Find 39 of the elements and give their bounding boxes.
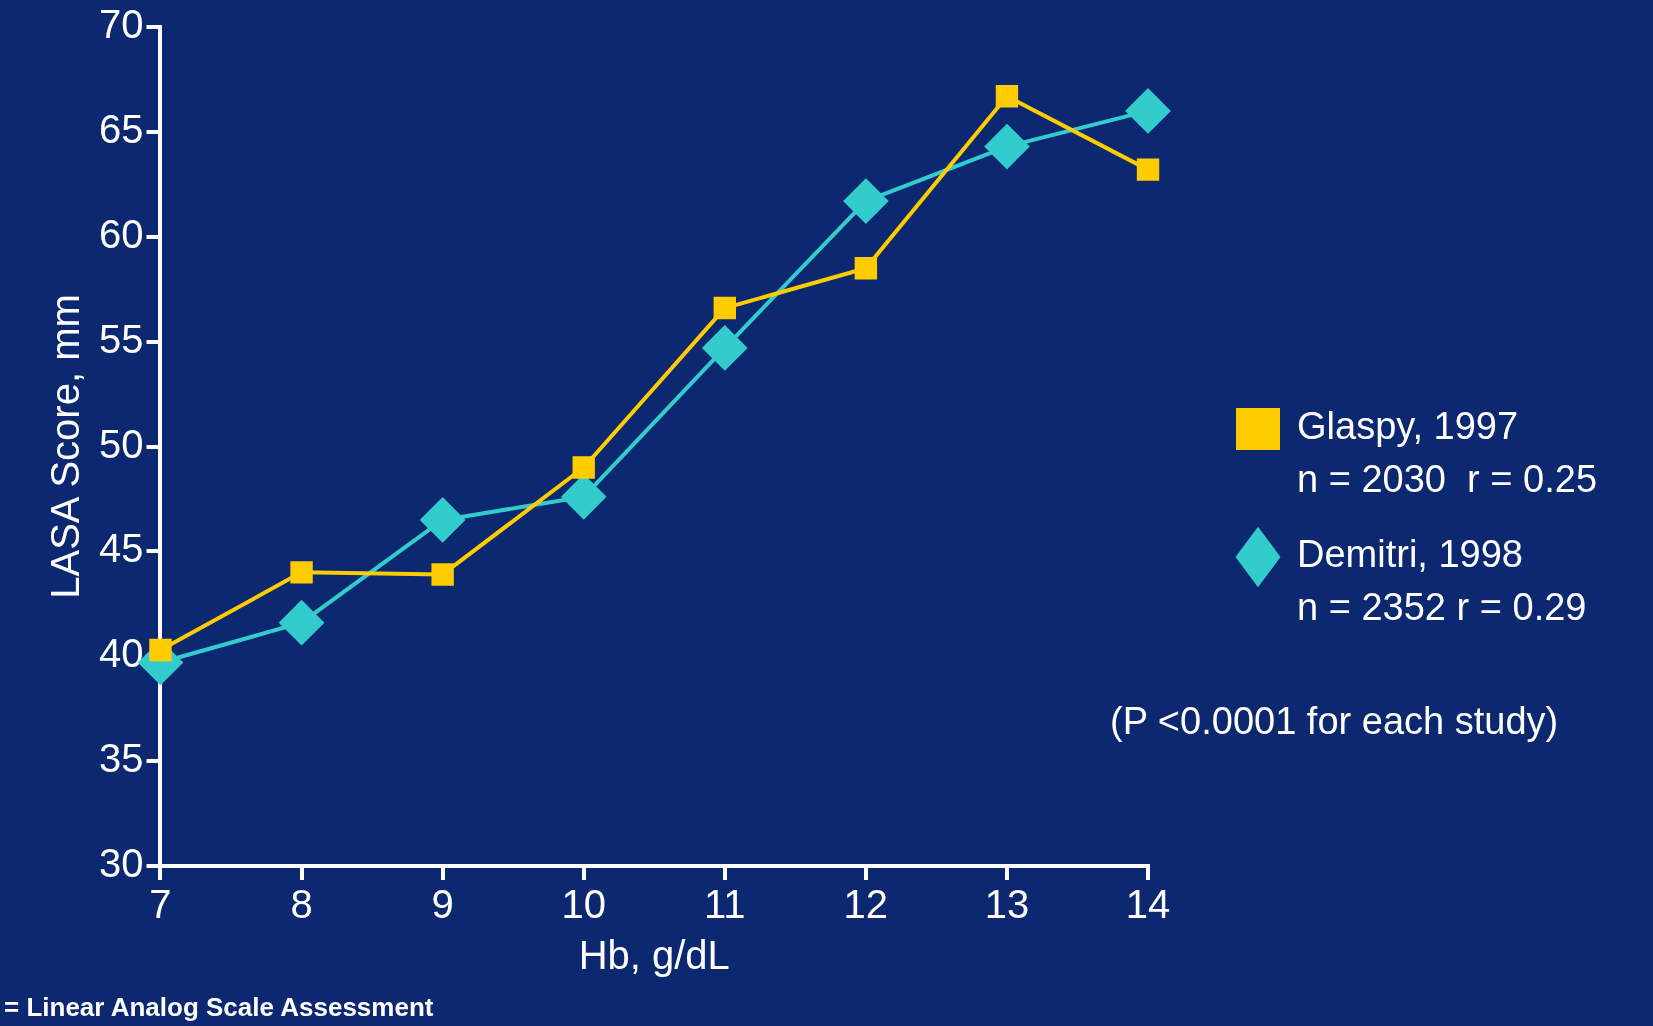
point [995, 85, 1019, 108]
x-tick-label: 13 [984, 882, 1030, 927]
x-axis-title: Hb, g/dL [578, 933, 730, 978]
legend-label: Glaspy, 1997 [1297, 405, 1519, 448]
point [854, 257, 878, 280]
text: = Linear Analog Scale Assessment [4, 992, 434, 1023]
point [702, 325, 747, 370]
y-tick-label: 35 [98, 736, 144, 781]
x-tick-label: 7 [149, 882, 172, 927]
x-tick-label: 11 [704, 882, 746, 927]
annotation: (P <0.0001 for each study) [1110, 700, 1559, 743]
y-tick-label: 30 [98, 841, 144, 886]
y-tick-label: 70 [98, 2, 144, 47]
y-tick-label: 50 [98, 421, 144, 466]
y-tick-label: 60 [98, 211, 144, 256]
y-tick-label: 45 [98, 526, 144, 571]
x-tick-label: 14 [1125, 882, 1171, 927]
text: n = 2352 r = 0.29 [1297, 586, 1587, 629]
point [149, 638, 172, 662]
legend-label: Demitri, 1998 [1297, 533, 1524, 576]
point [572, 456, 595, 479]
x-tick-label: 9 [431, 882, 454, 927]
point [279, 600, 324, 645]
point [843, 179, 888, 224]
y-tick-label: 65 [98, 106, 144, 151]
point [431, 563, 454, 586]
y-tick-label: 55 [98, 316, 144, 361]
y-axis-title: LASA Score, mm [43, 294, 88, 599]
point [984, 124, 1029, 169]
point [420, 497, 465, 542]
text: n = 2030 r = 0.25 [1297, 458, 1598, 501]
x-tick-label: 8 [290, 882, 313, 927]
point [713, 296, 736, 320]
x-tick-label: 12 [843, 882, 889, 927]
point [1126, 88, 1171, 133]
y-tick-label: 40 [98, 631, 144, 676]
point [290, 561, 313, 584]
point [1136, 158, 1160, 181]
x-tick-label: 10 [561, 882, 606, 927]
